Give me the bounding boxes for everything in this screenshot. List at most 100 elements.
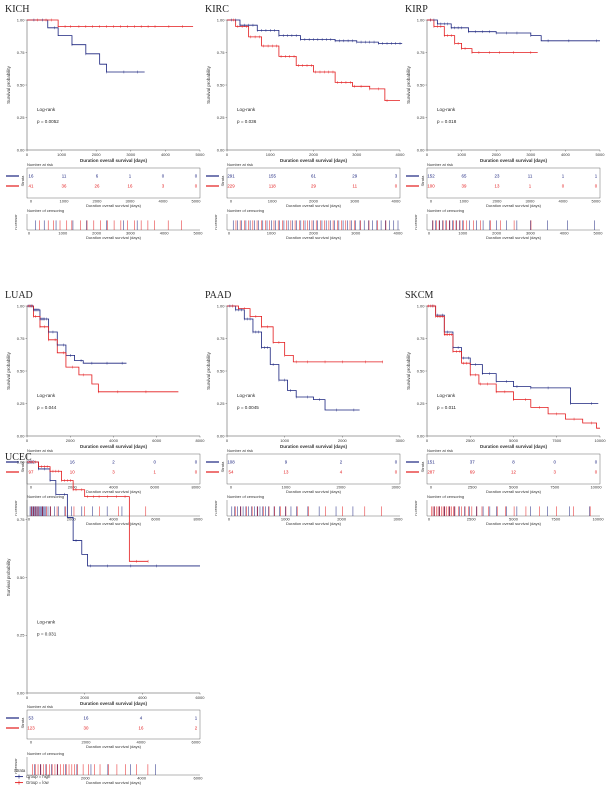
risk-x-tick-label: 0 (230, 485, 233, 490)
risk-x-tick-label: 4000 (109, 485, 119, 490)
risk-count-high: 1 (129, 174, 132, 179)
risk-count-high: 0 (395, 460, 398, 465)
y-tick-label: 0.00 (17, 147, 26, 152)
y-tick-label: 0.75 (417, 336, 426, 341)
censor-table-title: Number of censoring (227, 494, 264, 499)
risk-x-axis-label: Duration overall survival (days) (286, 489, 342, 494)
risk-count-high: 37 (470, 460, 475, 465)
risk-count-high: 0 (595, 460, 598, 465)
y-tick-label: 0.00 (217, 433, 226, 438)
log-rank-label: Log-rank (237, 393, 256, 398)
x-tick-label: 6000 (152, 438, 162, 443)
risk-count-low: 26 (95, 184, 100, 189)
survival-curve-low (427, 19, 538, 53)
survival-curve-low (227, 19, 400, 101)
y-tick-label: 0.50 (417, 368, 426, 373)
km-panel-kirp: KIRP 0.00 0.25 0.50 0.75 1.00 Survival probabi… (405, 4, 605, 240)
risk-table-frame (26, 167, 201, 199)
risk-count-low: 0 (395, 184, 398, 189)
risk-x-tick-label: 2000 (68, 485, 78, 490)
risk-x-tick-label: 0 (430, 199, 433, 204)
risk-count-high: 11 (528, 174, 533, 179)
risk-count-high: 0 (162, 174, 165, 179)
x-tick-label: 5000 (196, 152, 206, 157)
log-rank-label: Log-rank (37, 107, 56, 112)
censor-x-tick-label: 5000 (594, 231, 604, 236)
y-tick-label: 0.75 (217, 50, 226, 55)
survival-curve-high (227, 19, 403, 44)
risk-count-low: 13 (284, 470, 289, 475)
risk-count-low: 0 (395, 470, 398, 475)
risk-table-frame (26, 709, 201, 740)
risk-count-high: 29 (352, 174, 357, 179)
risk-x-tick-label: 2500 (468, 485, 478, 490)
risk-table-frame (426, 167, 601, 199)
risk-count-high: 16 (84, 716, 89, 721)
x-tick-label: 0 (26, 695, 29, 700)
y-tick-label: 1.00 (17, 303, 26, 308)
risk-count-low: 16 (139, 726, 144, 731)
y-tick-label: 1.00 (217, 17, 226, 22)
y-tick-label: 0.50 (17, 368, 26, 373)
risk-strata-label: Strata (220, 461, 225, 472)
panel-title: KIRC (205, 4, 229, 15)
log-rank-label: Log-rank (37, 393, 56, 398)
risk-count-high: 11 (62, 174, 67, 179)
km-panel-ucec: UCEC 0.00 0.25 0.50 0.75 1.00 Survival probabi… (5, 452, 205, 785)
y-tick-label: 0.25 (17, 115, 26, 120)
censor-x-tick-label: 2000 (309, 231, 319, 236)
km-panel-kich: KICH 0.00 0.25 0.50 0.75 1.00 Survival probabi… (5, 4, 205, 240)
risk-count-low: 3 (554, 470, 557, 475)
x-tick-label: 4000 (161, 152, 171, 157)
p-value: p = 0.031 (37, 632, 57, 637)
y-tick-label: 0.25 (17, 401, 26, 406)
risk-count-high: 65 (462, 174, 467, 179)
risk-x-axis-label: Duration overall survival (days) (86, 744, 142, 749)
survival-curve-high (227, 305, 360, 411)
censor-x-tick-label: 4000 (137, 776, 147, 781)
y-tick-label: 1.00 (17, 459, 26, 464)
x-tick-label: 0 (226, 152, 229, 157)
risk-count-low: 39 (462, 184, 467, 189)
y-axis-label: Survival probability (6, 65, 11, 104)
risk-x-tick-label: 2000 (309, 199, 319, 204)
censor-x-tick-label: 5000 (509, 517, 519, 522)
censor-x-tick-label: 1000 (281, 517, 291, 522)
risk-x-tick-label: 3000 (350, 199, 360, 204)
p-value: p = 0.036 (237, 119, 257, 124)
censor-x-tick-label: 1000 (458, 231, 468, 236)
y-axis-label: Survival probability (6, 351, 11, 390)
risk-x-tick-label: 0 (30, 740, 33, 745)
censor-x-tick-label: 2000 (81, 776, 91, 781)
log-rank-label: Log-rank (37, 620, 56, 625)
x-tick-label: 1000 (280, 438, 290, 443)
y-tick-label: 0.75 (17, 517, 26, 522)
risk-count-high: 61 (311, 174, 316, 179)
legend-item-label: Group = high (26, 774, 51, 779)
x-tick-label: 5000 (596, 152, 606, 157)
censor-x-axis-label: Duration overall survival (days) (86, 235, 142, 240)
risk-count-low: 118 (269, 184, 277, 189)
survival-curve-low (27, 305, 179, 393)
risk-strata-label: Strata (20, 461, 25, 472)
risk-table-title: Number at risk (427, 448, 453, 453)
risk-x-tick-label: 4000 (137, 740, 147, 745)
censor-y-label: n.censor (413, 500, 418, 516)
y-tick-label: 1.00 (417, 303, 426, 308)
risk-x-tick-label: 1000 (268, 199, 278, 204)
y-tick-label: 0.25 (217, 401, 226, 406)
survival-curve-high (427, 19, 600, 42)
censor-y-label: n.censor (13, 500, 18, 516)
risk-table-title: Number at risk (227, 162, 253, 167)
risk-count-high: 2 (340, 460, 343, 465)
x-tick-label: 3000 (526, 152, 536, 157)
risk-strata-label: Strata (20, 175, 25, 186)
censor-table-title: Number of censoring (27, 208, 64, 213)
y-tick-label: 0.50 (217, 82, 226, 87)
risk-count-low: 0 (195, 470, 198, 475)
x-axis-label: Duration overall survival (days) (480, 158, 548, 163)
risk-count-high: 16 (29, 174, 34, 179)
risk-count-high: 6 (96, 174, 99, 179)
